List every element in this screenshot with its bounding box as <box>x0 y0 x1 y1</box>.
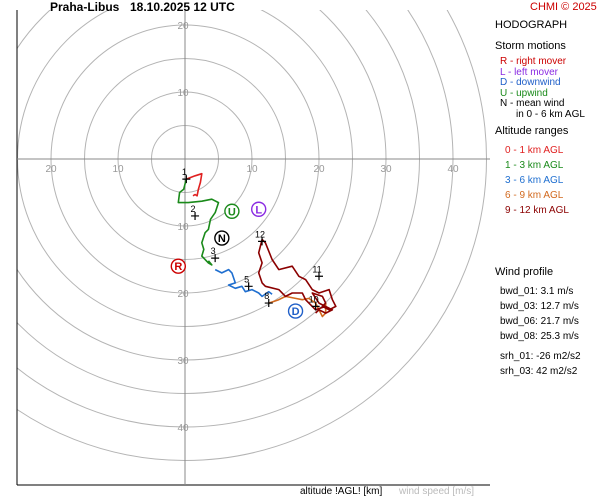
y-tick-label-3: 20 <box>177 289 189 300</box>
range-rings <box>17 10 487 461</box>
range-ring-35 <box>17 10 420 394</box>
height-mark-5 <box>244 282 253 291</box>
storm-marker-L <box>251 201 267 217</box>
x-tick-label-2: 10 <box>246 164 258 175</box>
x-tick-label-4: 30 <box>380 164 392 175</box>
hodograph-series-0 <box>186 172 203 197</box>
wind-profile-title: Wind profile <box>495 266 554 278</box>
wind-profile-item-2: bwd_06: 21.7 m/s <box>500 316 579 327</box>
hodograph-series-4 <box>257 238 337 314</box>
altitude-ranges-title: Altitude ranges <box>495 125 569 137</box>
storm-motion-item-5: in 0 - 6 km AGL <box>516 108 585 120</box>
height-label-1: 1 <box>182 167 187 177</box>
wind-profile-item-5: srh_03: 42 m2/s2 <box>500 366 578 377</box>
altitude-range-item-1: 1 - 3 km AGL <box>505 160 564 171</box>
x-tick-label-0: 20 <box>45 164 57 175</box>
height-label-12: 12 <box>255 229 265 239</box>
height-mark-11 <box>315 272 323 281</box>
sounding-datetime: 18.10.2025 12 UTC <box>130 0 235 14</box>
altitude-range-item-2: 3 - 6 km AGL <box>505 175 564 186</box>
height-mark-2 <box>191 211 200 220</box>
height-mark-10 <box>311 302 320 311</box>
hodograph-series-3 <box>268 295 327 318</box>
height-label-10: 10 <box>309 294 319 304</box>
station-name: Praha-Libus <box>50 0 120 14</box>
altitude-range-item-0: 0 - 1 km AGL <box>505 145 564 156</box>
height-label-5: 5 <box>244 274 249 284</box>
storm-marker-label-D: D <box>292 306 300 318</box>
y-tick-label-4: 30 <box>177 356 189 367</box>
x-tick-label-1: 10 <box>112 164 124 175</box>
copyright-label: CHMI © 2025 <box>530 1 597 13</box>
y-tick-label-1: 10 <box>177 88 189 99</box>
storm-marker-U <box>224 203 240 219</box>
wind-profile-item-4: srh_01: -26 m2/s2 <box>500 351 581 362</box>
wind-profile-item-3: bwd_08: 25.3 m/s <box>500 331 579 342</box>
storm-motion-item-4: N - mean wind <box>500 98 565 109</box>
storm-motion-item-3: U - upwind <box>500 87 548 99</box>
storm-marker-label-N: N <box>218 233 226 245</box>
y-tick-label-2: 10 <box>177 222 189 233</box>
storm-marker-label-U: U <box>228 206 236 218</box>
hodograph-series-2 <box>214 268 273 298</box>
x-tick-label-5: 40 <box>447 164 459 175</box>
storm-motion-item-0: R - right mover <box>500 56 567 67</box>
wind-profile-item-1: bwd_03: 12.7 m/s <box>500 301 579 312</box>
height-label-2: 2 <box>191 204 196 214</box>
height-label-11: 11 <box>312 264 321 274</box>
storm-motions-title: Storm motions <box>495 40 566 52</box>
wind-profile-item-0: bwd_01: 3.1 m/s <box>500 286 574 297</box>
altitude-range-item-4: 9 - 12 km AGL <box>505 205 569 216</box>
height-label-8: 8 <box>264 291 269 301</box>
y-tick-label-0: 20 <box>177 21 189 32</box>
wind-speed-label: wind speed [m/s] <box>399 486 475 497</box>
storm-marker-label-L: L <box>255 204 262 216</box>
storm-marker-D <box>287 303 304 319</box>
hodograph-series-1 <box>177 178 220 266</box>
storm-marker-N <box>214 230 230 246</box>
height-mark-3 <box>211 254 220 263</box>
altitude-axis-label: altitude !AGL! [km] <box>300 486 383 497</box>
range-ring-30 <box>17 10 387 361</box>
altitude-range-item-3: 6 - 9 km AGL <box>505 190 564 201</box>
range-ring-45 <box>17 10 487 461</box>
panel-title: HODOGRAPH <box>495 19 568 31</box>
storm-marker-label-R: R <box>174 261 182 273</box>
x-tick-label-3: 20 <box>313 164 325 175</box>
y-tick-label-5: 40 <box>177 423 189 434</box>
height-mark-8 <box>264 299 273 308</box>
height-label-3: 3 <box>211 246 216 256</box>
storm-motion-item-2: D - downwind <box>500 77 561 88</box>
storm-motion-item-1: L - left mover <box>500 66 558 78</box>
storm-marker-R <box>170 258 187 274</box>
height-mark-12 <box>258 237 267 246</box>
height-mark-1 <box>182 175 191 184</box>
